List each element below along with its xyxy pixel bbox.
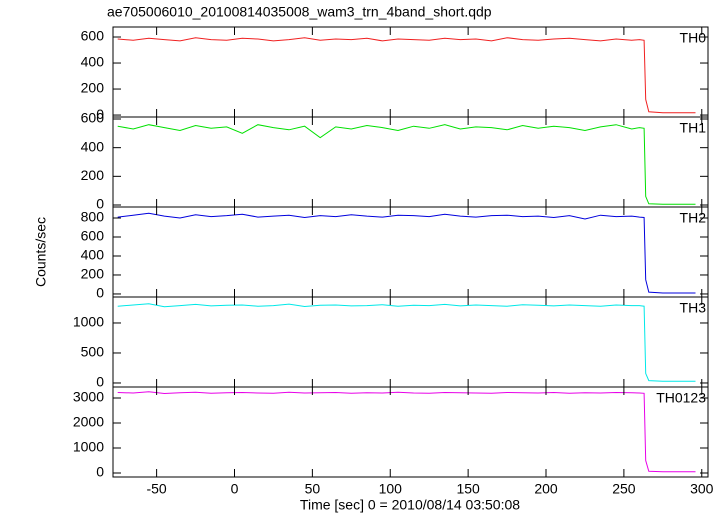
- y-tick-label: 0: [96, 374, 104, 390]
- panel-frame: [112, 26, 709, 118]
- y-tick-label: 200: [81, 80, 105, 96]
- x-tick-label: 300: [690, 481, 714, 497]
- data-line: [117, 124, 696, 205]
- x-tick-label: 50: [305, 481, 321, 497]
- y-axis-label: Counts/sec: [33, 217, 49, 287]
- y-tick-label: 400: [81, 247, 105, 263]
- panel-label: TH3: [680, 300, 707, 316]
- data-line: [117, 391, 696, 473]
- y-tick-label: 0: [96, 196, 104, 212]
- y-tick-label: 400: [81, 54, 105, 70]
- y-tick-label: 400: [81, 138, 105, 154]
- panel-frame: [112, 206, 709, 298]
- panel-label: TH2: [680, 210, 707, 226]
- panel-label: TH0123: [656, 390, 706, 406]
- x-tick-label: 0: [231, 481, 239, 497]
- chart-title: ae705006010_20100814035008_wam3_trn_4ban…: [107, 4, 492, 20]
- y-tick-label: 0: [96, 464, 104, 480]
- panel-label: TH1: [680, 120, 707, 136]
- x-axis-label: Time [sec] 0 = 2010/08/14 03:50:08: [300, 497, 520, 513]
- y-tick-label: 600: [81, 110, 105, 126]
- y-tick-label: 500: [81, 344, 105, 360]
- y-tick-label: 0: [96, 285, 104, 301]
- x-tick-label: 200: [534, 481, 558, 497]
- panel-label: TH0: [680, 30, 707, 46]
- x-tick-label: -50: [146, 481, 166, 497]
- y-tick-label: 2000: [73, 414, 104, 430]
- x-tick-label: 150: [456, 481, 480, 497]
- panel-frame: [112, 386, 709, 478]
- y-tick-label: 800: [81, 209, 105, 225]
- y-tick-label: 600: [81, 28, 105, 44]
- y-tick-label: 0: [96, 106, 104, 122]
- y-tick-label: 200: [81, 266, 105, 282]
- y-tick-label: 600: [81, 228, 105, 244]
- y-tick-label: 3000: [73, 389, 104, 405]
- y-tick-label: 1000: [73, 439, 104, 455]
- panel-frame: [112, 296, 709, 388]
- y-tick-label: 200: [81, 167, 105, 183]
- panel-frame: [112, 116, 709, 208]
- data-line: [117, 303, 696, 382]
- x-tick-label: 250: [612, 481, 636, 497]
- data-line: [117, 212, 696, 294]
- x-tick-label: 100: [379, 481, 403, 497]
- y-tick-label: 1000: [73, 314, 104, 330]
- data-line: [117, 37, 696, 114]
